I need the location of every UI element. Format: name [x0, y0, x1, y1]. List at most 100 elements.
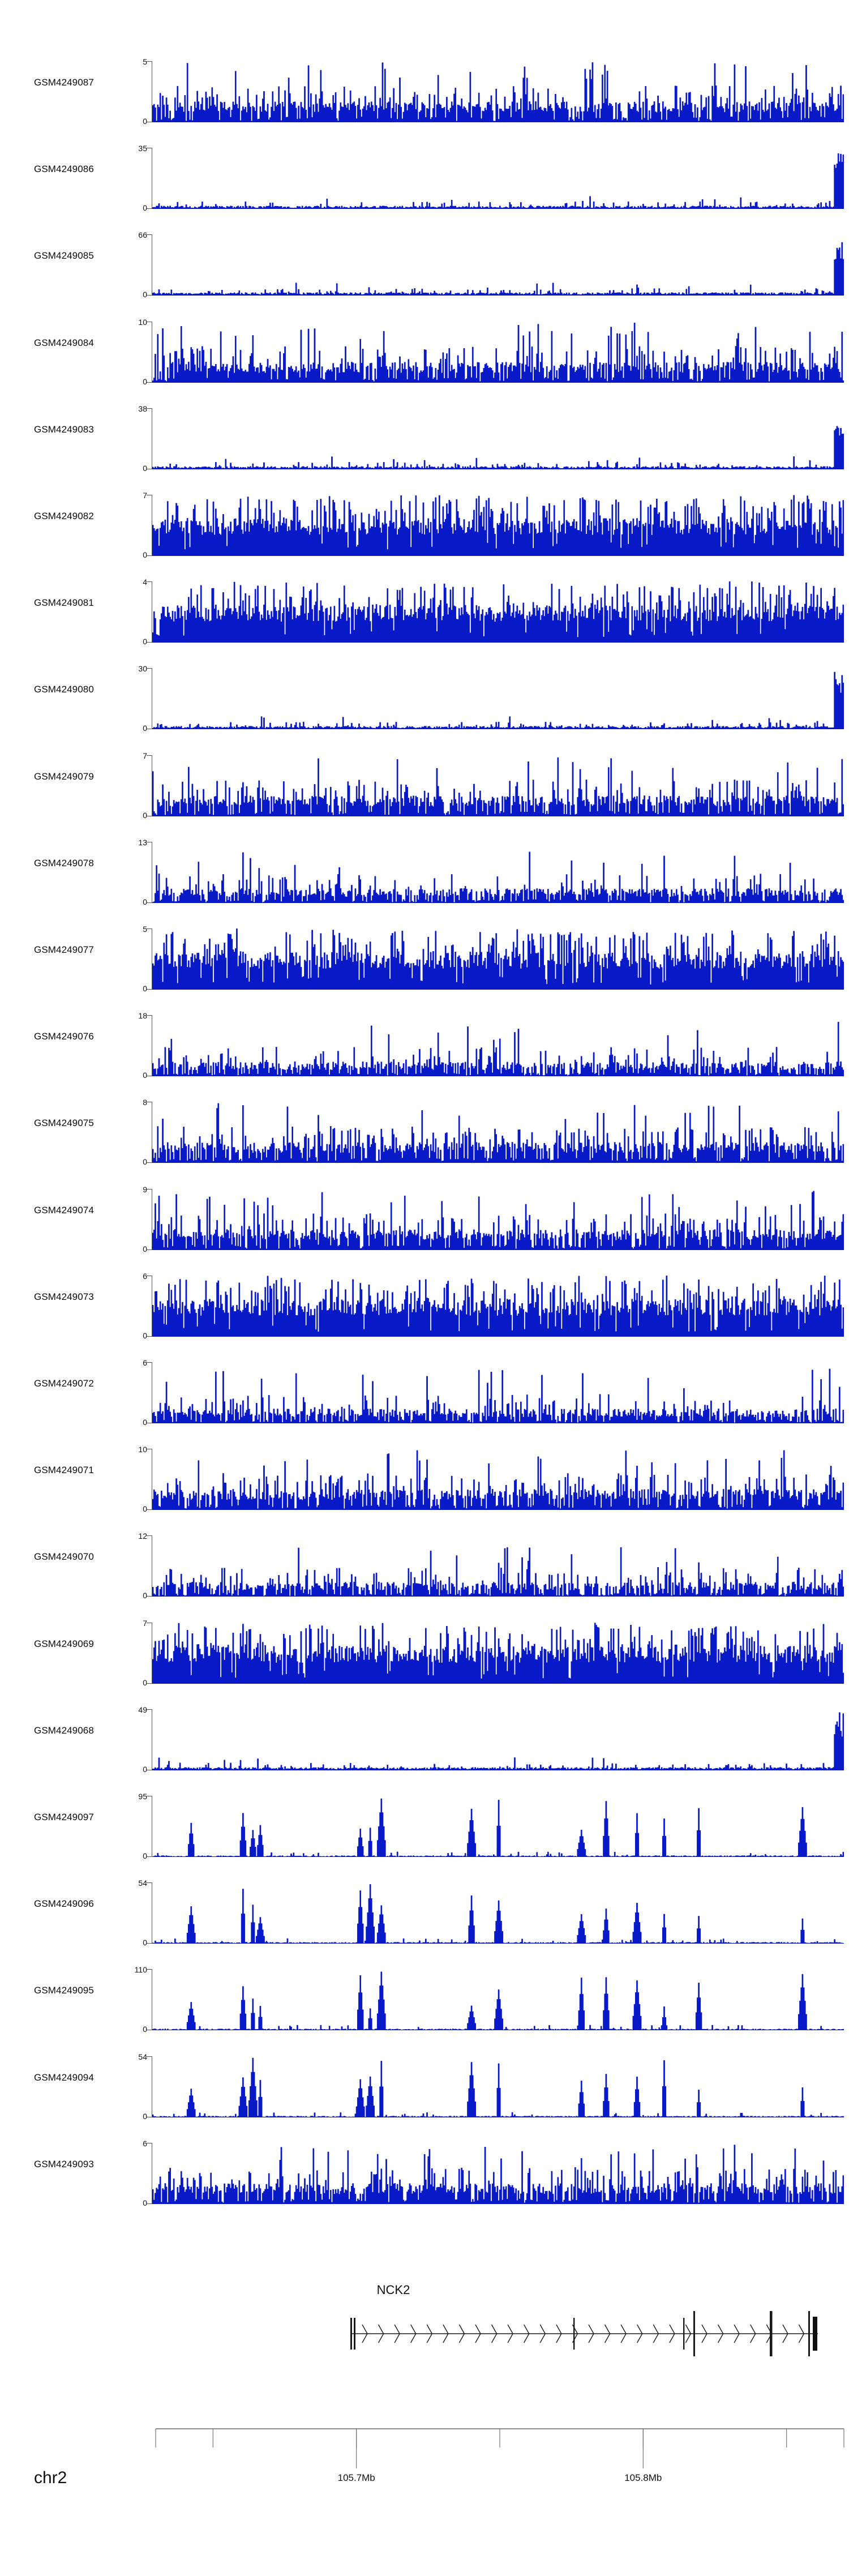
- coverage-area: [152, 1798, 844, 1857]
- y-axis-max-label: 54: [138, 2052, 147, 2061]
- track-label: GSM4249069: [34, 1638, 94, 1649]
- y-axis-tick-bottom: [147, 2203, 152, 2204]
- coverage-plot[interactable]: [152, 581, 844, 643]
- coverage-plot[interactable]: [152, 842, 844, 903]
- coverage-plot[interactable]: [152, 408, 844, 469]
- coverage-plot[interactable]: [152, 148, 844, 209]
- coverage-area: [152, 2145, 844, 2204]
- coverage-track[interactable]: GSM4249076 18 0: [0, 998, 849, 1086]
- track-y-axis: 49 0: [134, 1692, 153, 1780]
- y-axis-min-label: 0: [143, 1938, 147, 1947]
- coverage-plot[interactable]: [152, 755, 844, 816]
- y-axis-tick-bottom: [147, 1509, 152, 1510]
- y-axis-tick-bottom: [147, 382, 152, 383]
- coverage-track[interactable]: GSM4249078 13 0: [0, 825, 849, 913]
- coverage-track[interactable]: GSM4249085 66 0: [0, 217, 849, 305]
- track-label: GSM4249094: [34, 2072, 94, 2083]
- coverage-track[interactable]: GSM4249074 9 0: [0, 1172, 849, 1260]
- coverage-area: [152, 2057, 844, 2117]
- coverage-track[interactable]: GSM4249069 7 0: [0, 1606, 849, 1693]
- coverage-plot[interactable]: [152, 234, 844, 296]
- track-label: GSM4249079: [34, 771, 94, 782]
- coverage-track[interactable]: GSM4249096 54 0: [0, 1865, 849, 1953]
- coverage-plot[interactable]: [152, 668, 844, 729]
- y-axis-min-label: 0: [143, 464, 147, 473]
- coverage-track[interactable]: GSM4249086 35 0: [0, 131, 849, 219]
- y-axis-tick-bottom: [147, 1596, 152, 1597]
- coverage-track[interactable]: GSM4249068 49 0: [0, 1692, 849, 1780]
- track-y-axis: 95 0: [134, 1779, 153, 1867]
- coverage-track[interactable]: GSM4249093 6 0: [0, 2126, 849, 2214]
- coverage-plot[interactable]: [152, 61, 844, 122]
- coverage-track[interactable]: GSM4249087 5 0: [0, 44, 849, 132]
- coverage-track[interactable]: GSM4249084 10 0: [0, 305, 849, 392]
- coverage-plot[interactable]: [152, 1969, 844, 2030]
- track-label: GSM4249083: [34, 424, 94, 435]
- track-label: GSM4249074: [34, 1205, 94, 1216]
- coverage-plot[interactable]: [152, 1882, 844, 1944]
- y-axis-max-label: 95: [138, 1792, 147, 1801]
- coverage-track[interactable]: GSM4249072 6 0: [0, 1345, 849, 1433]
- y-axis-max-label: 6: [143, 1272, 147, 1281]
- coverage-track[interactable]: GSM4249077 5 0: [0, 912, 849, 999]
- chromosome-axis-track: chr2 105.7Mb 105.8Mb: [0, 2417, 849, 2525]
- y-axis-tick-top: [147, 1969, 152, 1970]
- y-axis-tick-bottom: [147, 1943, 152, 1944]
- y-axis-min-label: 0: [143, 897, 147, 906]
- coverage-plot[interactable]: [152, 1709, 844, 1770]
- coverage-plot[interactable]: [152, 1276, 844, 1337]
- y-axis-tick-bottom: [147, 642, 152, 643]
- y-axis-max-label: 13: [138, 838, 147, 847]
- y-axis-tick-top: [147, 234, 152, 235]
- coverage-plot[interactable]: [152, 1102, 844, 1163]
- y-axis-max-label: 49: [138, 1705, 147, 1714]
- track-label: GSM4249078: [34, 858, 94, 868]
- axis-ticks: [155, 2429, 844, 2468]
- coverage-plot[interactable]: [152, 495, 844, 556]
- gene-model-svg[interactable]: [0, 2310, 849, 2395]
- coverage-track[interactable]: GSM4249094 54 0: [0, 2039, 849, 2127]
- coverage-track[interactable]: GSM4249080 30 0: [0, 651, 849, 739]
- coverage-area: [152, 495, 844, 556]
- coverage-plot[interactable]: [152, 1015, 844, 1076]
- y-axis-min-label: 0: [143, 290, 147, 299]
- chromosome-axis-svg[interactable]: 105.7Mb 105.8Mb: [0, 2417, 849, 2525]
- coverage-track[interactable]: GSM4249095 110 0: [0, 1952, 849, 2040]
- gene-label: NCK2: [0, 2283, 849, 2297]
- coverage-plot[interactable]: [152, 1449, 844, 1510]
- coverage-track[interactable]: GSM4249075 8 0: [0, 1085, 849, 1173]
- coverage-track[interactable]: GSM4249071 10 0: [0, 1432, 849, 1520]
- coverage-track[interactable]: GSM4249073 6 0: [0, 1259, 849, 1346]
- track-label: GSM4249075: [34, 1118, 94, 1128]
- track-label: GSM4249080: [34, 684, 94, 695]
- coverage-track[interactable]: GSM4249081 4 0: [0, 564, 849, 652]
- y-axis-tick-top: [147, 755, 152, 756]
- coverage-plot[interactable]: [152, 1362, 844, 1423]
- coverage-track[interactable]: GSM4249097 95 0: [0, 1779, 849, 1867]
- coverage-track[interactable]: GSM4249070 12 0: [0, 1518, 849, 1606]
- coverage-plot[interactable]: [152, 928, 844, 990]
- coverage-area: [152, 426, 844, 469]
- y-axis-max-label: 38: [138, 404, 147, 413]
- gene-annotation-track[interactable]: NCK2: [0, 2270, 849, 2400]
- y-axis-max-label: 6: [143, 1358, 147, 1367]
- coverage-plot[interactable]: [152, 2056, 844, 2117]
- y-axis-min-label: 0: [143, 984, 147, 993]
- coverage-track[interactable]: GSM4249082 7 0: [0, 478, 849, 566]
- coverage-track[interactable]: GSM4249083 38 0: [0, 391, 849, 479]
- y-axis-tick-top: [147, 1015, 152, 1016]
- coverage-plot[interactable]: [152, 1535, 844, 1597]
- track-label: GSM4249081: [34, 597, 94, 608]
- track-label: GSM4249086: [34, 164, 94, 174]
- track-y-axis: 35 0: [134, 131, 153, 219]
- coverage-plot[interactable]: [152, 1189, 844, 1250]
- coverage-track[interactable]: GSM4249079 7 0: [0, 738, 849, 826]
- coverage-plot[interactable]: [152, 1796, 844, 1857]
- coverage-plot[interactable]: [152, 2143, 844, 2204]
- track-y-axis: 66 0: [134, 217, 153, 305]
- coverage-plot[interactable]: [152, 322, 844, 383]
- coverage-plot[interactable]: [152, 1623, 844, 1684]
